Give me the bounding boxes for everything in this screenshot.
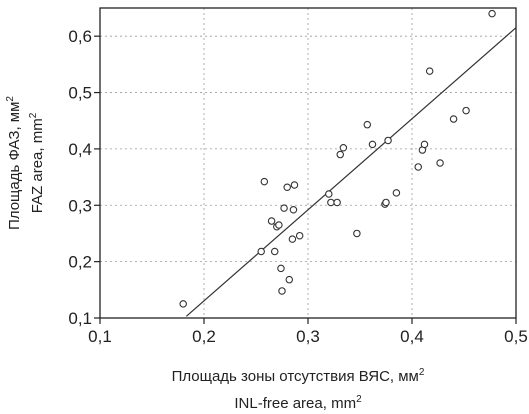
data-point <box>363 120 372 129</box>
data-point <box>336 150 344 159</box>
data-point <box>260 177 269 186</box>
y-tick-label: 0,1 <box>68 309 92 328</box>
data-point <box>283 183 291 191</box>
x-tick-labels: 0,1 0,2 0,3 0,4 0,5 <box>88 327 528 346</box>
data-point <box>179 300 187 308</box>
data-point <box>339 144 348 152</box>
data-point <box>353 229 361 238</box>
x-tick-label: 0,5 <box>504 327 528 346</box>
data-points <box>179 9 496 308</box>
data-point <box>384 136 392 145</box>
data-point <box>436 159 444 167</box>
data-point <box>290 181 299 189</box>
x-tick-label: 0,4 <box>400 327 424 346</box>
data-point <box>325 190 333 198</box>
data-point <box>333 198 341 207</box>
y-axis-title-line-1: Площадь ФАЗ, мм2 <box>5 96 23 230</box>
data-point <box>280 204 288 212</box>
data-point <box>392 189 401 197</box>
data-point <box>295 231 304 240</box>
regression-line <box>185 27 517 317</box>
y-axis-title-line-2: FAZ area, mm2 <box>28 112 46 213</box>
data-point <box>414 163 422 171</box>
data-point <box>275 221 283 229</box>
y-tick-label: 0,4 <box>68 140 92 159</box>
data-point <box>277 264 285 273</box>
y-tick-label: 0,3 <box>68 196 92 215</box>
data-point <box>289 206 298 214</box>
data-point <box>420 140 429 149</box>
axis-ticks <box>94 35 517 324</box>
y-tick-label: 0,6 <box>68 27 92 46</box>
data-point <box>449 115 458 123</box>
data-point <box>425 67 434 75</box>
data-point <box>267 217 276 225</box>
x-axis-title-line-1: Площадь зоны отсутствия ВЯС, мм2 <box>172 367 425 385</box>
x-tick-label: 0,2 <box>192 327 216 346</box>
data-point <box>285 275 294 284</box>
data-point <box>488 9 496 18</box>
y-tick-label: 0,5 <box>68 84 92 103</box>
y-tick-labels: 0,1 0,2 0,3 0,4 0,5 0,6 <box>68 27 92 328</box>
data-point <box>462 106 470 115</box>
data-point <box>270 247 279 256</box>
y-tick-label: 0,2 <box>68 253 92 272</box>
data-point <box>257 247 265 256</box>
data-point <box>382 198 390 207</box>
grid-lines <box>100 8 516 318</box>
x-axis-title-line-2: INL-free area, mm2 <box>234 394 362 412</box>
data-point <box>368 140 377 149</box>
data-point <box>278 287 286 295</box>
x-tick-label: 0,1 <box>88 327 112 346</box>
data-point <box>288 235 297 243</box>
x-tick-label: 0,3 <box>296 327 320 346</box>
data-point <box>327 198 335 207</box>
